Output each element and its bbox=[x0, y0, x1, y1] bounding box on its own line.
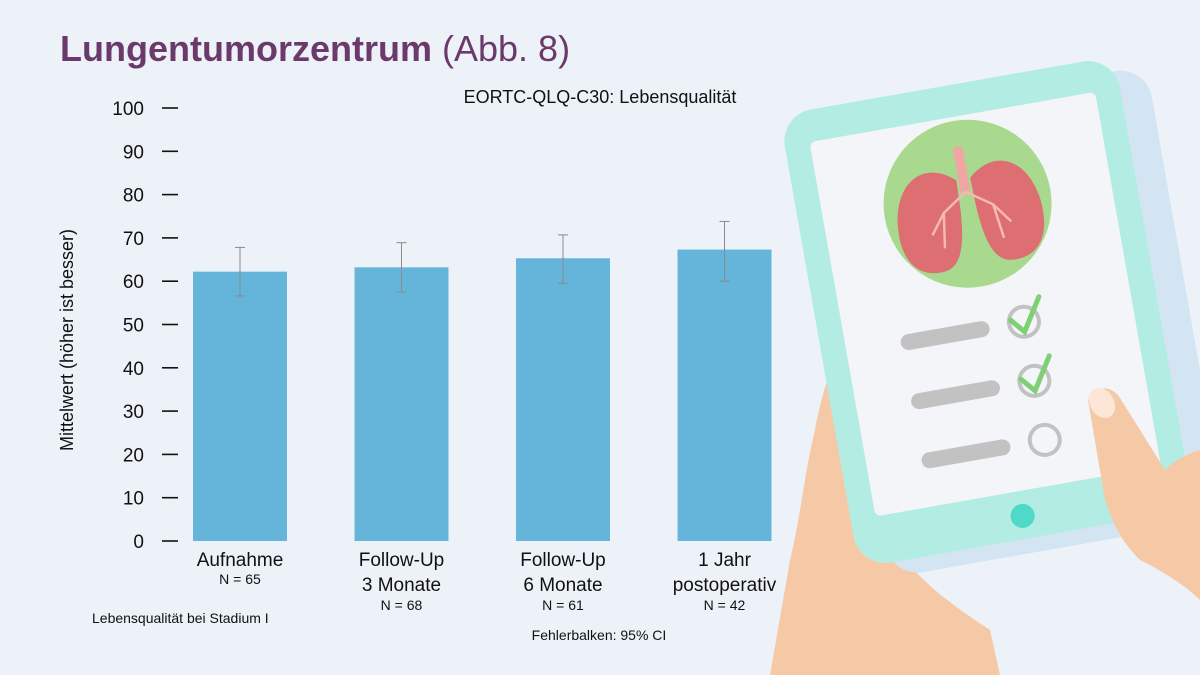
y-tick-label: 50 bbox=[123, 316, 144, 337]
error-bars bbox=[235, 220, 730, 297]
y-tick-label: 90 bbox=[123, 142, 144, 163]
y-tick-label: 10 bbox=[123, 489, 144, 510]
chart-title: EORTC-QLQ-C30: Lebensqualität bbox=[464, 87, 737, 107]
sample-size-label: N = 68 bbox=[381, 597, 423, 613]
check-mark-icon bbox=[1007, 294, 1042, 336]
x-tick-label-line2: 3 Monate bbox=[362, 575, 441, 596]
checklist-line bbox=[900, 321, 990, 351]
x-tick-label-line2: 6 Monate bbox=[523, 575, 602, 596]
tablet-illustration bbox=[770, 61, 1200, 675]
x-tick-label-line2: postoperativ bbox=[673, 575, 777, 596]
page-title: Lungentumorzentrum (Abb. 8) bbox=[60, 28, 570, 70]
footnote-error-bars: Fehlerbalken: 95% CI bbox=[532, 627, 667, 643]
page-title-suffix: (Abb. 8) bbox=[442, 28, 571, 69]
checkbox-icon bbox=[1006, 304, 1041, 339]
bar bbox=[677, 249, 772, 541]
lungs-icon bbox=[897, 146, 1045, 274]
bar-chart: EORTC-QLQ-C30: Lebensqualität Mittelwert… bbox=[57, 87, 777, 643]
page-title-main: Lungentumorzentrum bbox=[60, 28, 432, 69]
bar bbox=[354, 267, 449, 541]
y-tick-label: 60 bbox=[123, 272, 144, 293]
y-tick-label: 40 bbox=[123, 359, 144, 380]
check-mark-icon bbox=[1018, 353, 1052, 395]
checkbox-icon bbox=[1027, 422, 1062, 457]
x-tick-label: Follow-Up bbox=[359, 550, 445, 571]
y-axis-label: Mittelwert (höher ist besser) bbox=[57, 229, 77, 451]
y-tick-label: 20 bbox=[123, 445, 144, 466]
y-tick-label: 30 bbox=[123, 402, 144, 423]
right-hand-illustration bbox=[1088, 388, 1200, 600]
y-tick-label: 80 bbox=[123, 186, 144, 207]
tablet-home-button bbox=[1010, 503, 1035, 528]
fingernail bbox=[1088, 387, 1116, 419]
checkbox-icon bbox=[1017, 363, 1052, 398]
sample-size-label: N = 61 bbox=[542, 597, 584, 613]
sample-size-label: N = 65 bbox=[219, 571, 261, 587]
footnote-stage: Lebensqualität bei Stadium I bbox=[92, 610, 269, 626]
x-tick-label: Follow-Up bbox=[520, 550, 606, 571]
y-axis: 0 10 20 30 40 50 60 70 80 90 100 bbox=[112, 99, 178, 553]
checklist-line bbox=[921, 439, 1011, 469]
x-tick-label: Aufnahme bbox=[197, 550, 284, 571]
bar bbox=[516, 258, 610, 541]
bars bbox=[193, 249, 772, 541]
bar bbox=[193, 271, 287, 541]
y-tick-label: 0 bbox=[133, 532, 144, 553]
y-tick-label: 100 bbox=[112, 99, 144, 120]
y-tick-label: 70 bbox=[123, 229, 144, 250]
checklist-line bbox=[911, 380, 1000, 410]
x-tick-label: 1 Jahr bbox=[698, 550, 751, 571]
sample-size-label: N = 42 bbox=[704, 597, 746, 613]
